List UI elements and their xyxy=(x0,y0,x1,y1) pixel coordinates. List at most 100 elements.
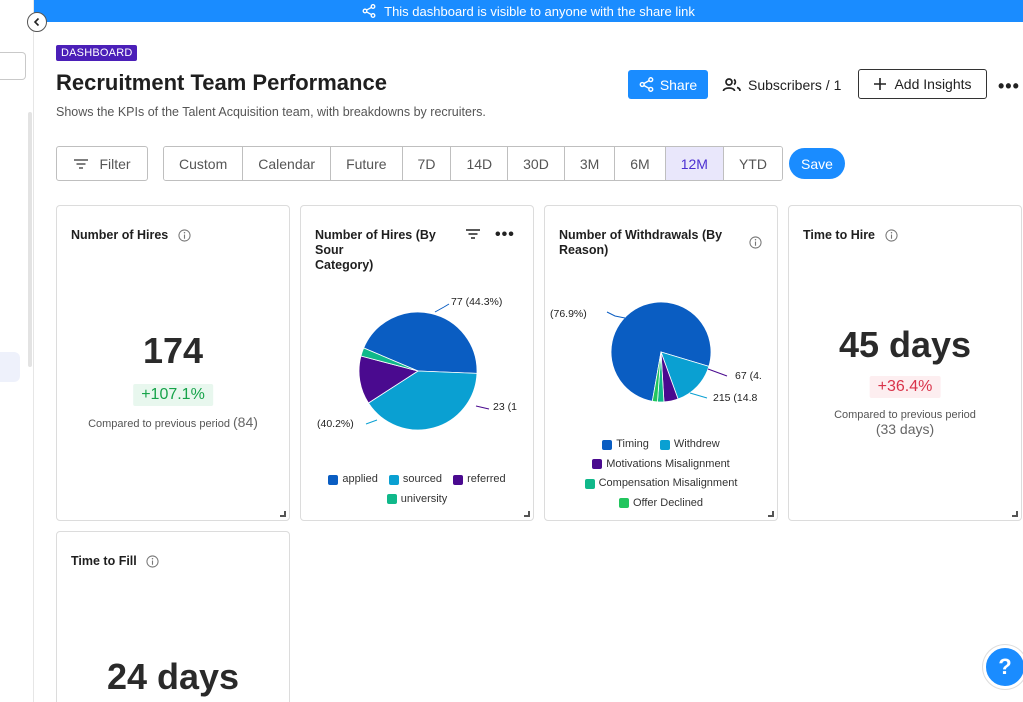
range-12m[interactable]: 12M xyxy=(665,147,724,180)
metric-value: 24 days xyxy=(106,656,240,697)
card-title-line2: Reason) xyxy=(559,243,609,257)
sidebar-active-item[interactable] xyxy=(0,352,20,382)
page-subtitle: Shows the KPIs of the Talent Acquisition… xyxy=(56,105,486,119)
legend-label: Timing xyxy=(616,438,649,450)
pie-slice-applied[interactable] xyxy=(363,311,478,374)
range-calendar[interactable]: Calendar xyxy=(243,147,332,180)
legend-swatch xyxy=(592,459,603,469)
change-badge: +107.1% xyxy=(133,384,213,406)
add-insights-label: Add Insights xyxy=(894,76,972,92)
legend-label: Motivations Misalignment xyxy=(606,457,730,470)
pie-data-label: (40.2%) xyxy=(317,418,354,430)
card-title-text: Time to Fill xyxy=(71,554,137,568)
info-icon[interactable] xyxy=(884,229,898,242)
compare-text: Compared to previous period (33 days) xyxy=(789,408,1021,436)
share-visibility-banner: This dashboard is visible to anyone with… xyxy=(34,0,1023,22)
legend-label: referred xyxy=(467,473,506,485)
help-button[interactable]: ? xyxy=(983,645,1023,689)
left-sidebar xyxy=(0,0,34,702)
banner-text: This dashboard is visible to anyone with… xyxy=(384,3,695,19)
range-3m[interactable]: 3M xyxy=(564,147,616,180)
info-icon[interactable] xyxy=(749,236,762,249)
range-future[interactable]: Future xyxy=(331,147,403,180)
resize-handle[interactable] xyxy=(768,511,774,517)
legend-label: sourced xyxy=(402,473,443,485)
card-title: Time to Fill xyxy=(71,554,159,569)
legend-swatch xyxy=(328,474,339,485)
more-options-button[interactable]: ••• xyxy=(998,76,1020,96)
subscribers-button[interactable]: Subscribers / 1 xyxy=(722,70,841,99)
card-more-button[interactable]: ••• xyxy=(495,226,515,243)
pie-data-label: 67 (4. xyxy=(735,370,762,382)
filter-button[interactable]: Filter xyxy=(56,146,148,181)
collapse-sidebar-button[interactable] xyxy=(27,12,47,32)
legend-item[interactable]: Motivations Misalignment xyxy=(592,456,730,473)
legend-swatch xyxy=(659,439,670,450)
card-hires-by-source[interactable]: Number of Hires (By Sour Category) ••• 7… xyxy=(300,205,534,521)
share-icon xyxy=(362,4,376,18)
info-icon[interactable] xyxy=(178,229,191,242)
legend-item[interactable]: Compensation Misalignment xyxy=(584,475,737,492)
legend-item[interactable]: Withdrew xyxy=(659,436,720,453)
card-number-of-hires[interactable]: Number of Hires 174 +107.1% Compared to … xyxy=(56,205,290,521)
legend-item[interactable]: Offer Declined xyxy=(618,495,704,512)
legend-item[interactable]: referred xyxy=(453,471,506,488)
range-ytd[interactable]: YTD xyxy=(723,147,782,180)
sidebar-search-input[interactable] xyxy=(0,52,26,80)
info-icon[interactable] xyxy=(146,555,159,568)
card-title: Number of Hires xyxy=(71,228,191,243)
card-title: Number of Hires (By Sour Category) xyxy=(315,228,465,273)
save-button[interactable]: Save xyxy=(789,148,845,179)
pie-slice-offer-declined[interactable] xyxy=(651,351,662,403)
add-insights-button[interactable]: Add Insights xyxy=(858,69,987,99)
legend-swatch xyxy=(602,439,613,450)
chart-legend: Timing Withdrew Motivations Misalignment… xyxy=(545,436,777,514)
previous-value: (33 days) xyxy=(875,421,935,437)
share-button[interactable]: Share xyxy=(628,70,708,99)
pie-data-label: 23 (1 xyxy=(493,401,517,413)
filter-label: Filter xyxy=(99,155,131,172)
legend-swatch xyxy=(618,498,629,508)
card-title-line2: Category) xyxy=(315,258,374,272)
pie-data-label: 77 (44.3%) xyxy=(451,296,503,308)
plus-icon xyxy=(874,78,887,90)
card-time-to-fill[interactable]: Time to Fill 24 days xyxy=(56,531,290,702)
filter-lines-icon[interactable] xyxy=(465,228,481,240)
resize-handle[interactable] xyxy=(280,511,286,517)
chart-legend: applied sourced referred university xyxy=(301,471,533,510)
pie-slice-university[interactable] xyxy=(360,347,419,372)
compare-label: Compared to previous period xyxy=(834,409,976,421)
legend-item[interactable]: Timing xyxy=(602,436,649,453)
dashboard-tag: DASHBOARD xyxy=(56,45,138,61)
legend-swatch xyxy=(386,494,397,504)
pie-data-label: 215 (14.8 xyxy=(713,392,758,404)
metric-value: 45 days xyxy=(838,324,972,365)
legend-item[interactable]: applied xyxy=(328,471,378,488)
legend-label: Offer Declined xyxy=(632,496,704,509)
legend-swatch xyxy=(388,474,399,485)
resize-handle[interactable] xyxy=(524,511,530,517)
previous-value: (84) xyxy=(233,414,258,430)
legend-swatch xyxy=(584,478,595,489)
filter-lines-icon xyxy=(74,158,89,169)
card-title-text: Number of Hires xyxy=(71,228,169,242)
sidebar-scrollbar[interactable] xyxy=(28,112,32,367)
card-title: Number of Withdrawals (By Reason) xyxy=(559,228,739,258)
card-time-to-hire[interactable]: Time to Hire 45 days +36.4% Compared to … xyxy=(788,205,1022,521)
resize-handle[interactable] xyxy=(1012,511,1018,517)
share-button-label: Share xyxy=(659,76,698,93)
pie-chart-withdrawals xyxy=(606,301,728,403)
range-14d[interactable]: 14D xyxy=(451,147,509,180)
card-withdrawals-by-reason[interactable]: Number of Withdrawals (By Reason) (76.9%… xyxy=(544,205,778,521)
legend-item[interactable]: sourced xyxy=(388,471,443,488)
legend-item[interactable]: university xyxy=(386,491,447,508)
card-title-line1: Number of Hires (By Sour xyxy=(315,228,436,257)
range-7d[interactable]: 7D xyxy=(402,147,452,180)
legend-label: Withdrew xyxy=(673,438,720,450)
users-icon xyxy=(722,77,741,91)
range-30d[interactable]: 30D xyxy=(508,147,565,180)
card-title-line1: Number of Withdrawals (By xyxy=(559,228,723,242)
range-custom[interactable]: Custom xyxy=(164,147,244,180)
range-6m[interactable]: 6M xyxy=(615,147,666,180)
